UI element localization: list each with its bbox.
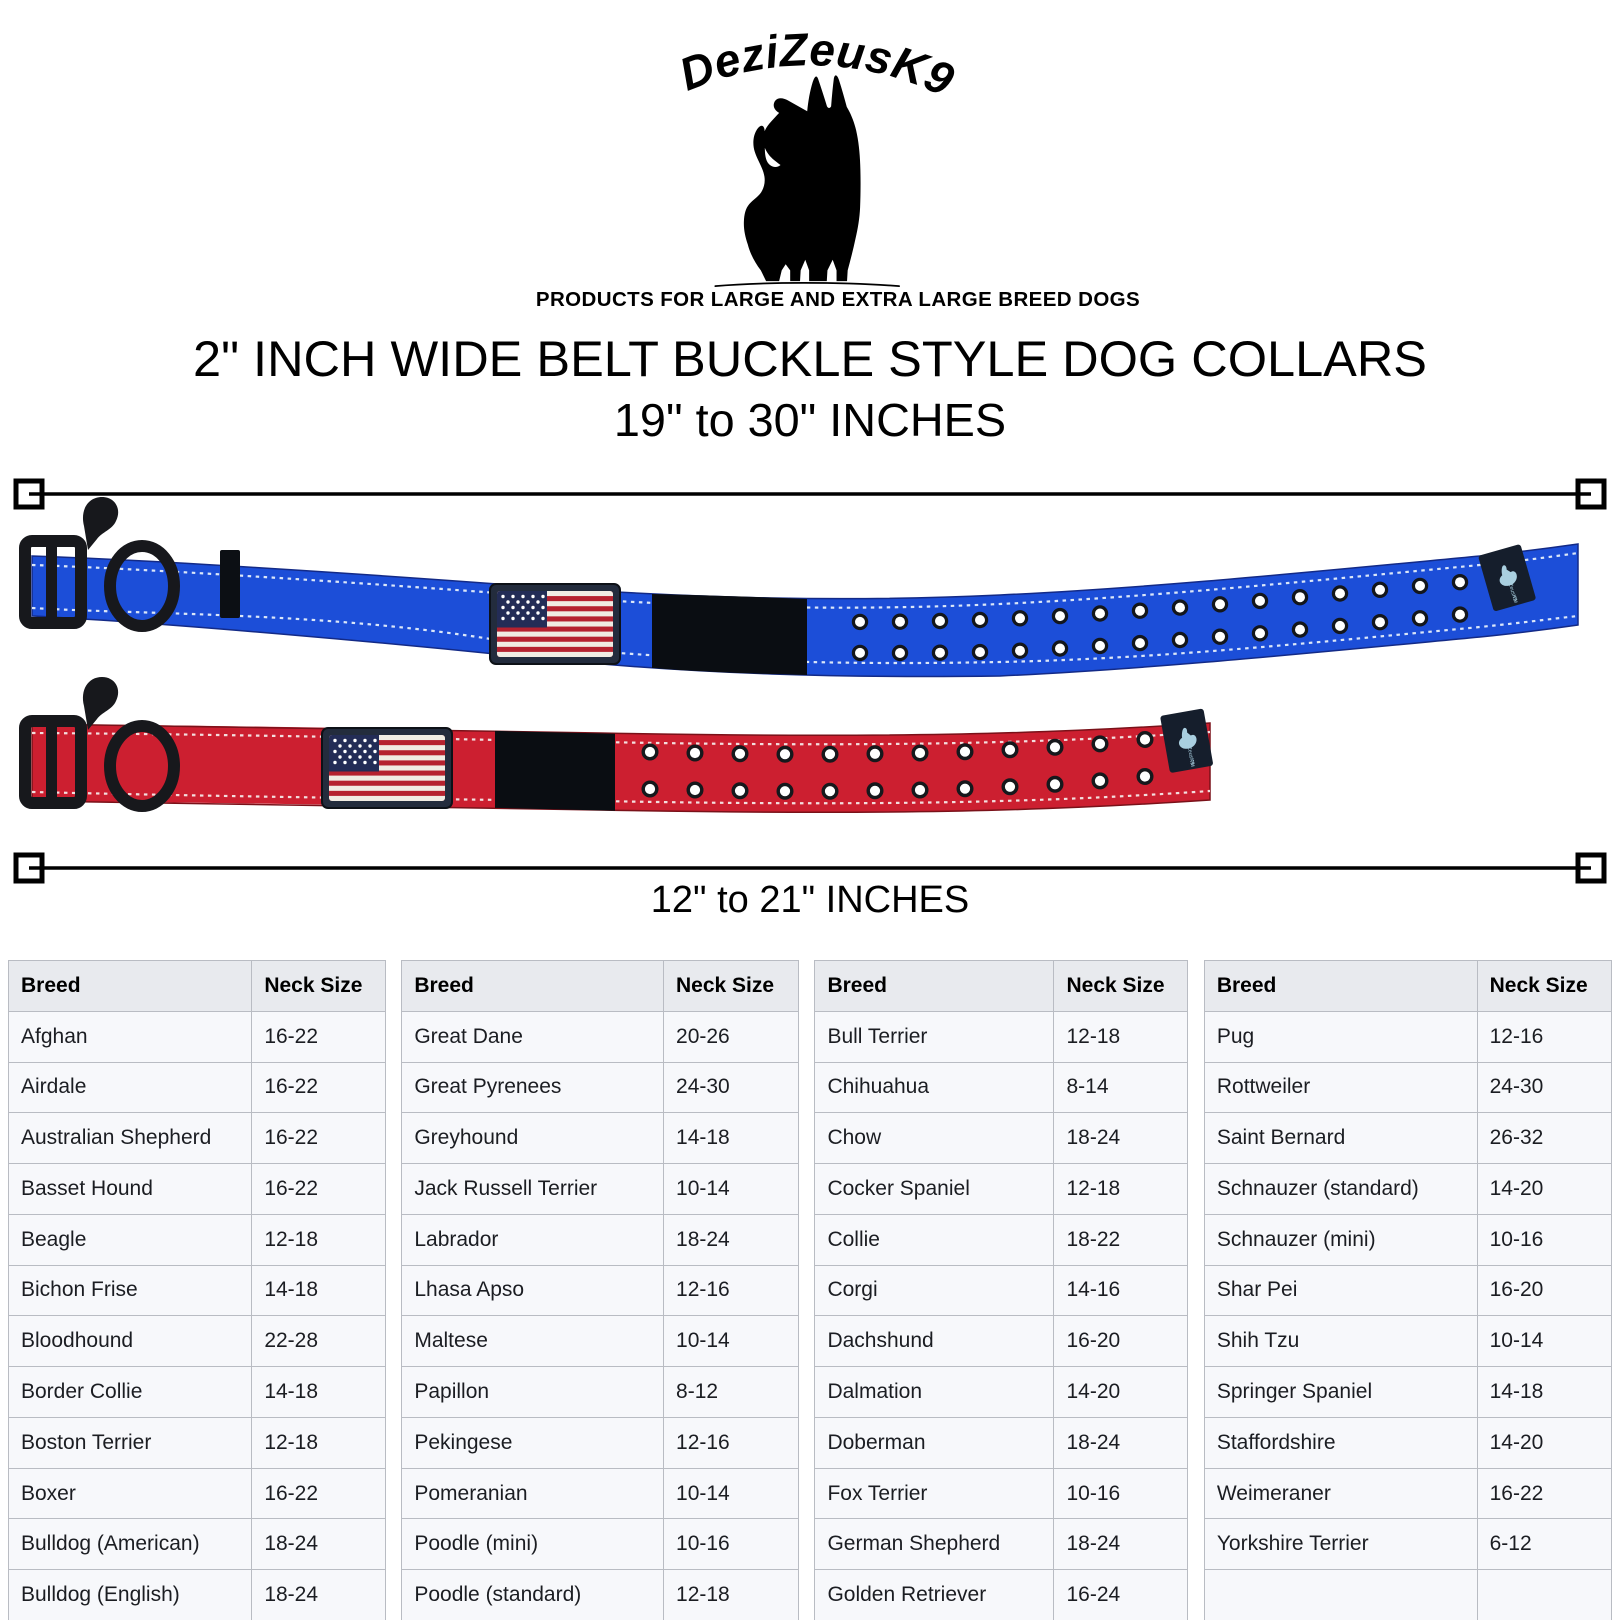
svg-text:12" to 21" INCHES: 12" to 21" INCHES [651, 879, 969, 921]
svg-text:TM: TM [1188, 759, 1195, 767]
svg-text:PRODUCTS FOR LARGE AND EXTRA L: PRODUCTS FOR LARGE AND EXTRA LARGE BREED… [536, 288, 1140, 311]
